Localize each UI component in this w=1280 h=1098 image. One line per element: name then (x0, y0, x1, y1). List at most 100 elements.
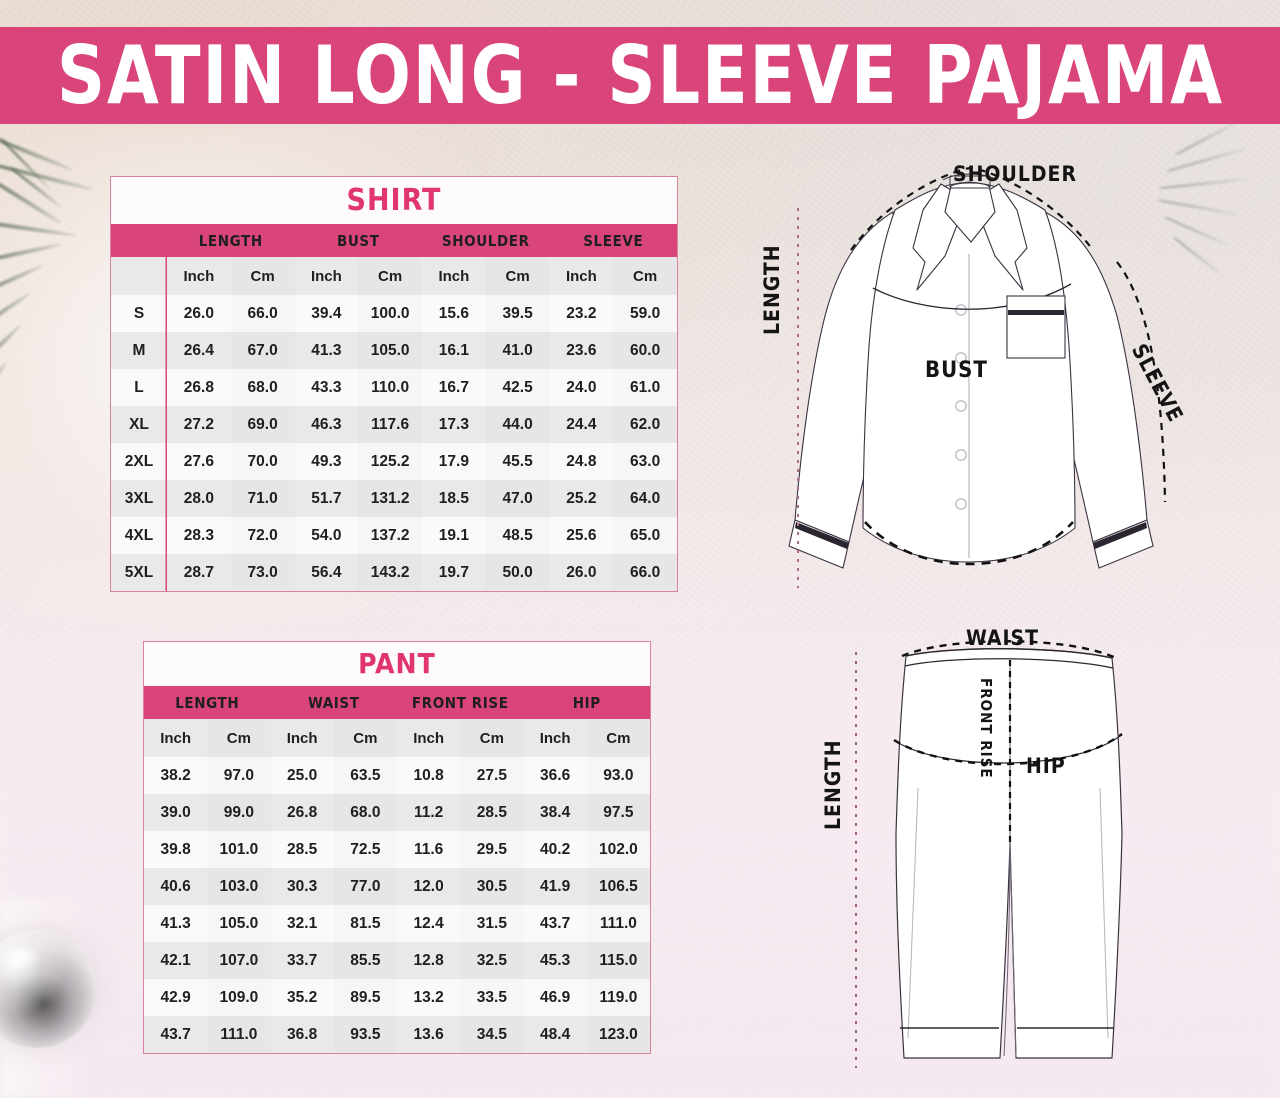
measurement-cell: 17.9 (422, 443, 486, 480)
measurement-cell: 105.0 (358, 332, 422, 369)
pant-table-title: PANT (144, 642, 650, 686)
size-label-cell: 4XL (111, 517, 167, 554)
measurement-cell: 93.5 (333, 1016, 397, 1053)
measurement-cell: 30.3 (270, 868, 334, 905)
table-row: 42.1 107.0 33.7 85.5 12.8 32.5 45.3 115.0 (144, 942, 650, 979)
measurement-cell: 68.0 (333, 794, 397, 831)
measurement-cell: 43.7 (523, 905, 587, 942)
waist-label: WAIST (966, 626, 1040, 650)
table-row: M 26.4 67.0 41.3 105.0 16.1 41.0 23.6 60.0 (111, 332, 677, 369)
measurement-cell: 32.5 (460, 942, 524, 979)
measurement-cell: 16.1 (422, 332, 486, 369)
measurement-cell: 62.0 (613, 406, 677, 443)
measurement-cell: 111.0 (207, 1016, 271, 1053)
shirt-group-bust: BUST (294, 224, 422, 257)
pant-table-body: 38.2 97.0 25.0 63.5 10.8 27.5 36.6 93.0 39.0 99.0… (144, 757, 650, 1053)
shirt-unit-header-row: Inch Cm Inch Cm Inch Cm Inch Cm (111, 257, 677, 295)
measurement-cell: 102.0 (586, 831, 650, 868)
measurement-cell: 48.5 (485, 517, 550, 554)
measurement-cell: 12.8 (397, 942, 461, 979)
pant-size-table: PANT LENGTH WAIST FRONT RISE HIP Inch Cm… (143, 641, 651, 1054)
size-label-cell: 2XL (111, 443, 167, 480)
measurement-cell: 11.6 (397, 831, 461, 868)
shirt-technical-drawing (788, 166, 1167, 588)
shirt-length-label: LENGTH (760, 244, 784, 335)
measurement-cell: 18.5 (422, 480, 486, 517)
shirt-group-length: LENGTH (167, 224, 295, 257)
measurement-cell: 110.0 (358, 369, 422, 406)
measurement-cell: 33.7 (270, 942, 334, 979)
measurement-cell: 111.0 (586, 905, 650, 942)
measurement-cell: 23.2 (549, 295, 614, 332)
pant-unit-cell: Inch (144, 719, 208, 757)
measurement-cell: 28.3 (167, 517, 231, 554)
shirt-unit-cell: Inch (294, 257, 359, 295)
bust-label: BUST (925, 358, 988, 383)
shirt-group-header-row: LENGTH BUST SHOULDER SLEEVE (111, 224, 677, 257)
shirt-size-header (111, 224, 167, 257)
measurement-cell: 34.5 (460, 1016, 524, 1053)
table-row: 5XL 28.7 73.0 56.4 143.2 19.7 50.0 26.0 66.0 (111, 554, 677, 591)
measurement-cell: 12.4 (397, 905, 461, 942)
table-row: 38.2 97.0 25.0 63.5 10.8 27.5 36.6 93.0 (144, 757, 650, 794)
measurement-cell: 43.3 (294, 369, 359, 406)
measurement-cell: 41.3 (144, 905, 208, 942)
measurement-cell: 24.4 (549, 406, 614, 443)
measurement-cell: 41.0 (485, 332, 550, 369)
size-label-cell: XL (111, 406, 167, 443)
table-row: 40.6 103.0 30.3 77.0 12.0 30.5 41.9 106.5 (144, 868, 650, 905)
table-row: 39.8 101.0 28.5 72.5 11.6 29.5 40.2 102.0 (144, 831, 650, 868)
pant-group-front-rise: FRONT RISE (397, 686, 524, 719)
pant-length-label: LENGTH (821, 739, 845, 830)
measurement-cell: 115.0 (586, 942, 650, 979)
measurement-cell: 97.0 (207, 757, 271, 794)
pant-unit-cell: Inch (523, 719, 587, 757)
measurement-cell: 26.8 (270, 794, 334, 831)
measurement-cell: 73.0 (230, 554, 295, 591)
pant-unit-cell: Inch (397, 719, 461, 757)
measurement-cell: 10.8 (397, 757, 461, 794)
measurement-cell: 48.4 (523, 1016, 587, 1053)
measurement-cell: 11.2 (397, 794, 461, 831)
shirt-button (955, 304, 967, 316)
shirt-button (955, 498, 967, 510)
measurement-cell: 64.0 (613, 480, 677, 517)
measurement-cell: 143.2 (358, 554, 422, 591)
pant-unit-cell: Cm (460, 719, 524, 757)
shirt-unit-cell: Cm (613, 257, 677, 295)
measurement-cell: 46.9 (523, 979, 587, 1016)
measurement-cell: 26.4 (167, 332, 231, 369)
measurement-cell: 131.2 (358, 480, 422, 517)
shirt-unit-cell: Cm (358, 257, 422, 295)
measurement-cell: 44.0 (485, 406, 550, 443)
measurement-cell: 109.0 (207, 979, 271, 1016)
measurement-cell: 81.5 (333, 905, 397, 942)
measurement-cell: 103.0 (207, 868, 271, 905)
pant-illustration (800, 620, 1220, 1080)
shirt-unit-cell: Inch (422, 257, 486, 295)
measurement-cell: 47.0 (485, 480, 550, 517)
measurement-cell: 28.7 (167, 554, 231, 591)
measurement-cell: 59.0 (613, 295, 677, 332)
measurement-cell: 50.0 (485, 554, 550, 591)
measurement-cell: 17.3 (422, 406, 486, 443)
pant-unit-header-row: Inch Cm Inch Cm Inch Cm Inch Cm (144, 719, 650, 757)
table-row: XL 27.2 69.0 46.3 117.6 17.3 44.0 24.4 62.0 (111, 406, 677, 443)
measurement-cell: 15.6 (422, 295, 486, 332)
shirt-size-table: SHIRT LENGTH BUST SHOULDER SLEEVE Inch C… (110, 176, 678, 592)
front-rise-label: FRONT RISE (977, 678, 995, 779)
measurement-cell: 63.5 (333, 757, 397, 794)
pant-unit-cell: Inch (270, 719, 334, 757)
measurement-cell: 68.0 (230, 369, 295, 406)
measurement-cell: 70.0 (230, 443, 295, 480)
measurement-cell: 41.9 (523, 868, 587, 905)
table-row: 3XL 28.0 71.0 51.7 131.2 18.5 47.0 25.2 64.0 (111, 480, 677, 517)
measurement-cell: 23.6 (549, 332, 614, 369)
size-label-cell: M (111, 332, 167, 369)
shirt-unit-cell: Cm (485, 257, 550, 295)
measurement-cell: 19.7 (422, 554, 486, 591)
title-banner: SATIN LONG - SLEEVE PAJAMA (0, 27, 1280, 124)
measurement-cell: 25.2 (549, 480, 614, 517)
measurement-cell: 19.1 (422, 517, 486, 554)
